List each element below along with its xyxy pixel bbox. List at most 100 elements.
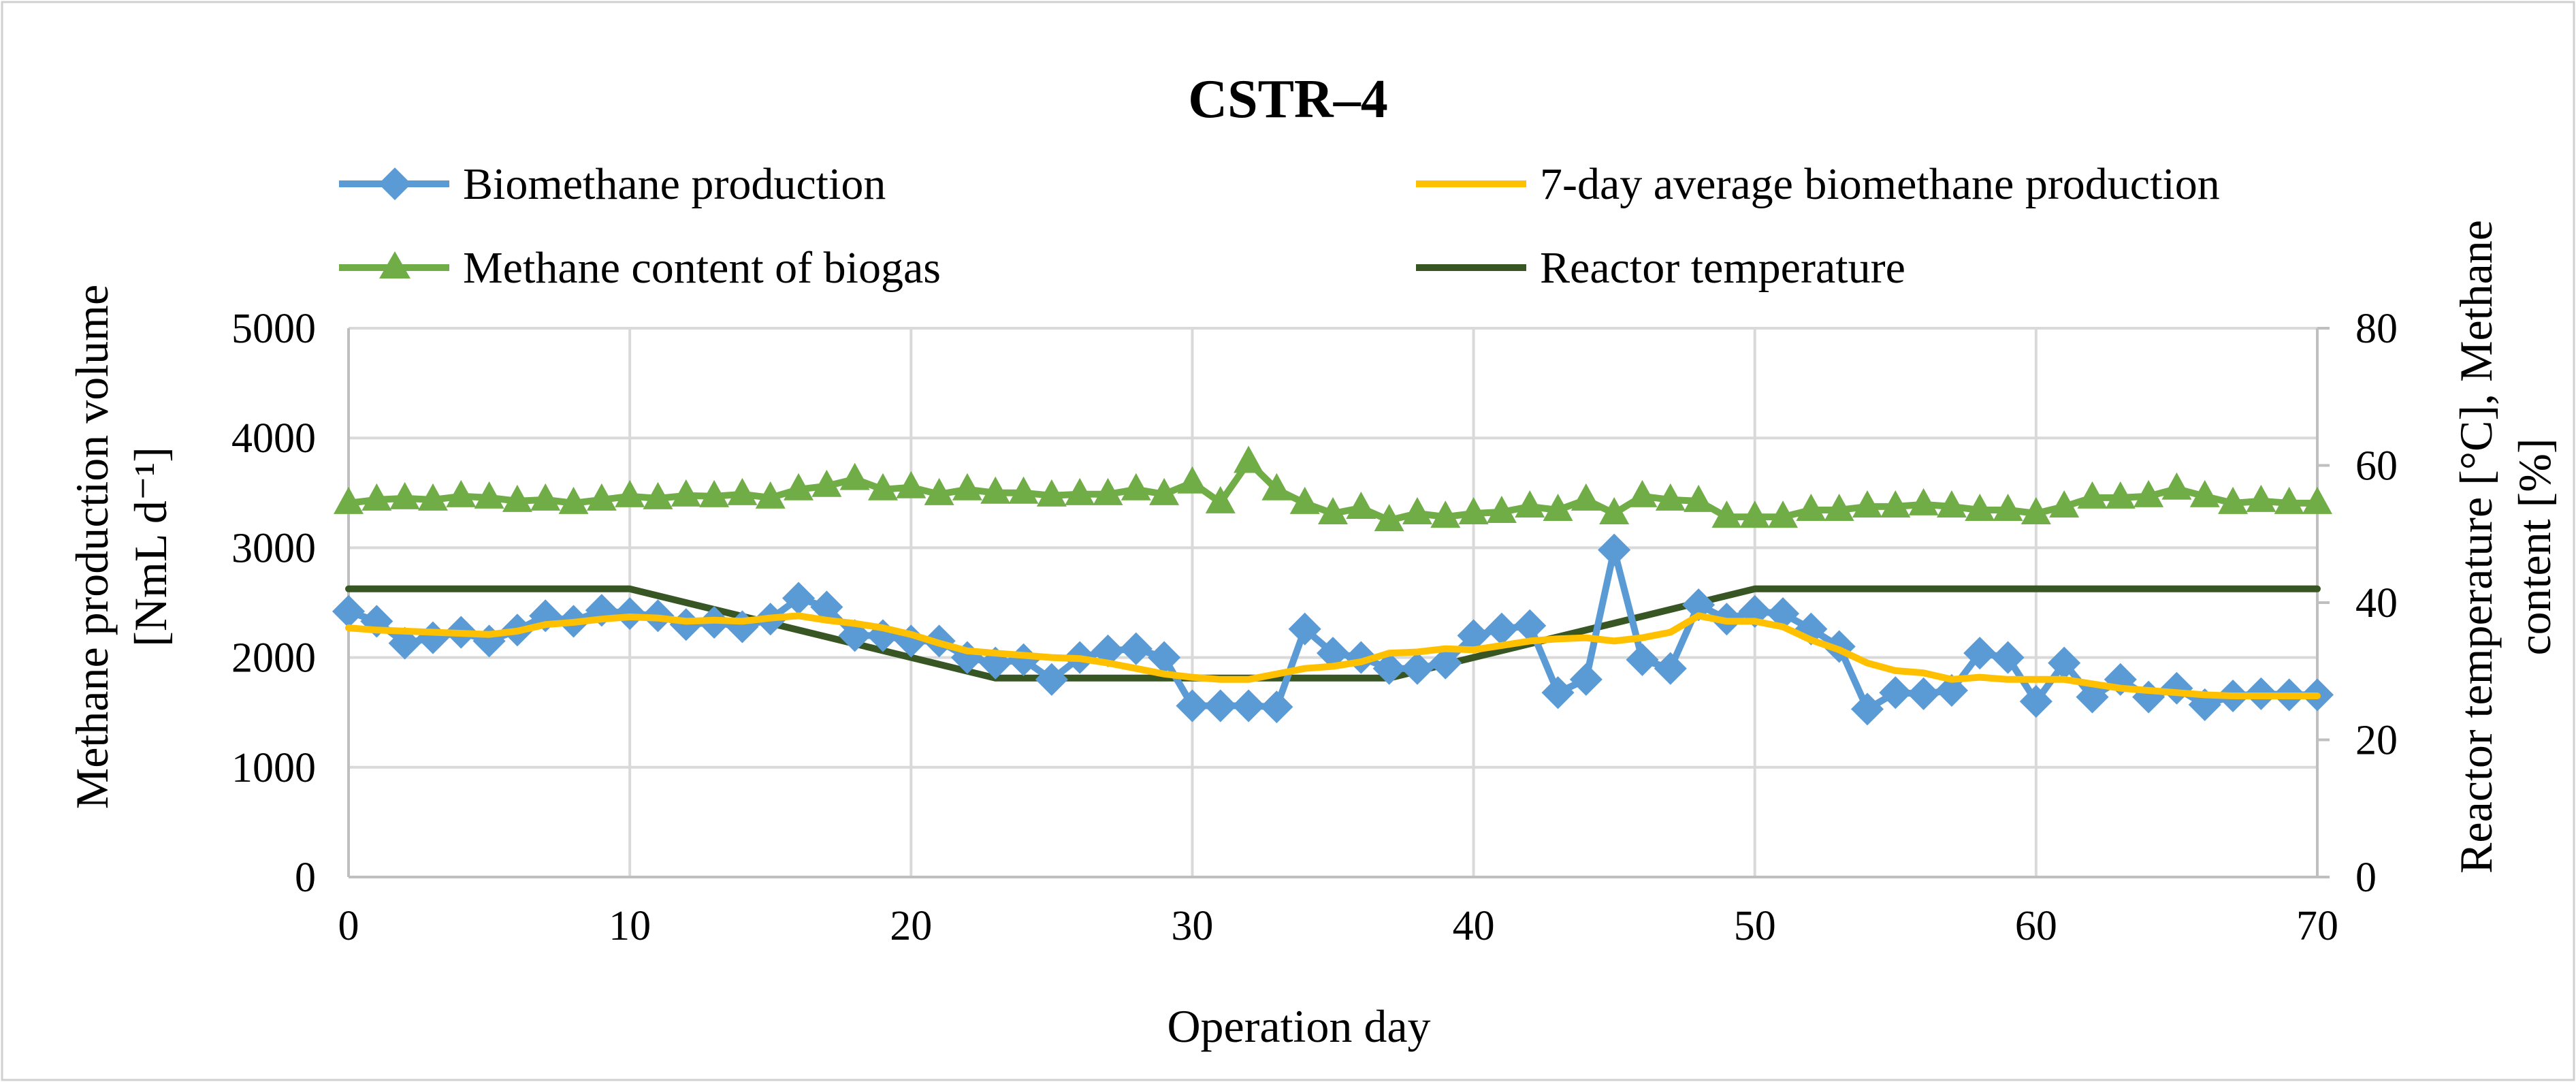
x-tick-label: 50 — [1734, 903, 1776, 949]
data-point-methane-content — [2274, 486, 2304, 514]
x-tick-label: 30 — [1171, 903, 1213, 949]
legend-item-reactor-temperature: Reactor temperature — [1416, 243, 1905, 293]
legend-marker-methane-content — [379, 251, 410, 279]
y-axis-left-label: Methane production volume — [66, 285, 118, 809]
data-point-methane-content — [839, 462, 870, 490]
data-point-methane-content — [643, 481, 673, 509]
chart-title: CSTR–4 — [1188, 69, 1387, 129]
data-point-methane-content — [867, 473, 898, 500]
series-2 — [334, 445, 2332, 532]
data-point-methane-content — [615, 479, 645, 507]
data-point-methane-content — [1318, 497, 1348, 525]
y-left-tick-label: 0 — [295, 855, 316, 901]
data-point-methane-content — [1289, 486, 1320, 514]
data-point-methane-content — [389, 481, 420, 509]
data-point-biomethane — [1232, 689, 1266, 722]
data-point-methane-content — [474, 481, 504, 509]
data-point-methane-content — [361, 483, 392, 511]
data-point-methane-content — [2218, 486, 2249, 514]
data-point-biomethane — [1176, 689, 1209, 722]
data-point-biomethane — [1682, 588, 1716, 622]
data-point-methane-content — [1908, 488, 1939, 515]
data-point-methane-content — [924, 477, 954, 505]
y-axis-right-label-line2: content [%] — [2509, 438, 2560, 655]
y-axis-right-label: Reactor temperature [°C], Methane — [2450, 220, 2502, 874]
data-point-methane-content — [1008, 476, 1039, 504]
data-point-methane-content — [1684, 484, 1714, 512]
data-point-methane-content — [1402, 497, 1432, 525]
data-point-methane-content — [1177, 466, 1208, 494]
legend: Biomethane production 7-day average biom… — [339, 159, 2220, 293]
data-point-biomethane — [1850, 693, 1884, 726]
data-point-methane-content — [1768, 500, 1799, 528]
y-right-tick-label: 20 — [2355, 718, 2398, 764]
data-point-methane-content — [1430, 500, 1461, 528]
data-point-biomethane — [1541, 676, 1575, 710]
legend-label-methane-content: Methane content of biogas — [463, 243, 941, 293]
data-point-methane-content — [2105, 481, 2136, 509]
data-point-methane-content — [1880, 490, 1911, 518]
data-point-methane-content — [896, 471, 927, 498]
data-point-biomethane — [1513, 609, 1547, 642]
data-point-methane-content — [980, 476, 1011, 504]
data-point-methane-content — [502, 484, 532, 512]
y-left-tick-label: 4000 — [231, 415, 316, 462]
legend-marker-biomethane — [378, 167, 412, 201]
data-point-methane-content — [1824, 493, 1854, 521]
data-point-methane-content — [811, 469, 842, 497]
data-point-biomethane — [1654, 652, 1687, 685]
tick-labels: 0 1000 2000 3000 4000 5000 0 10 20 30 40 50 60 70 0 20 4… — [231, 306, 2398, 949]
data-point-methane-content — [2246, 484, 2276, 512]
y-left-tick-label: 2000 — [231, 635, 316, 682]
data-point-methane-content — [1936, 490, 1967, 518]
x-axis-label: Operation day — [1167, 1000, 1430, 1052]
data-point-biomethane — [1907, 677, 1940, 710]
x-tick-label: 70 — [2296, 903, 2338, 949]
data-point-methane-content — [2189, 479, 2220, 507]
data-point-methane-content — [1065, 477, 1095, 505]
y-right-tick-label: 0 — [2355, 855, 2377, 901]
data-point-methane-content — [1655, 483, 1686, 511]
data-point-methane-content — [586, 483, 617, 511]
data-point-methane-content — [1796, 493, 1826, 521]
data-point-biomethane — [388, 626, 421, 660]
x-tick-label: 40 — [1453, 903, 1495, 949]
data-point-biomethane — [1400, 652, 1434, 685]
y-axis-left-label-line2: [NmL d⁻¹] — [125, 447, 176, 647]
data-point-methane-content — [671, 479, 701, 507]
legend-label-reactor-temperature: Reactor temperature — [1540, 243, 1905, 293]
legend-item-methane-content: Methane content of biogas — [339, 243, 941, 293]
data-point-methane-content — [2077, 481, 2108, 509]
x-tick-label: 60 — [2015, 903, 2057, 949]
data-point-methane-content — [2161, 472, 2192, 500]
data-point-methane-content — [1599, 497, 1630, 525]
data-point-biomethane — [1626, 643, 1659, 676]
data-point-biomethane — [1569, 663, 1603, 696]
y-right-tick-label: 40 — [2355, 580, 2398, 626]
y-axis-right-label-line1: Reactor temperature [°C], Methane — [2450, 220, 2502, 874]
data-point-biomethane — [1429, 646, 1462, 680]
y-axis-left-label-line1: Methane production volume — [66, 285, 118, 809]
legend-label-biomethane: Biomethane production — [463, 159, 886, 209]
data-point-methane-content — [1374, 504, 1404, 532]
data-point-methane-content — [1234, 445, 1264, 473]
data-point-biomethane — [1204, 689, 1237, 722]
data-point-biomethane — [1879, 676, 1912, 710]
data-point-methane-content — [1627, 479, 1658, 507]
data-point-biomethane — [1963, 637, 1997, 670]
y-axis-left-label-2: [NmL d⁻¹] — [125, 447, 176, 647]
series-1 — [345, 612, 2321, 699]
data-point-methane-content — [1739, 500, 1770, 528]
data-point-methane-content — [1036, 479, 1067, 507]
x-tick-label: 10 — [609, 903, 651, 949]
data-point-methane-content — [952, 473, 982, 500]
data-point-methane-content — [1993, 493, 2023, 521]
x-tick-label: 0 — [338, 903, 359, 949]
y-left-tick-label: 1000 — [231, 745, 316, 791]
data-point-biomethane — [2019, 685, 2052, 718]
data-point-methane-content — [446, 479, 477, 507]
data-point-methane-content — [1261, 473, 1292, 500]
legend-label-7day-average: 7-day average biomethane production — [1540, 159, 2220, 209]
data-point-methane-content — [1346, 491, 1376, 519]
